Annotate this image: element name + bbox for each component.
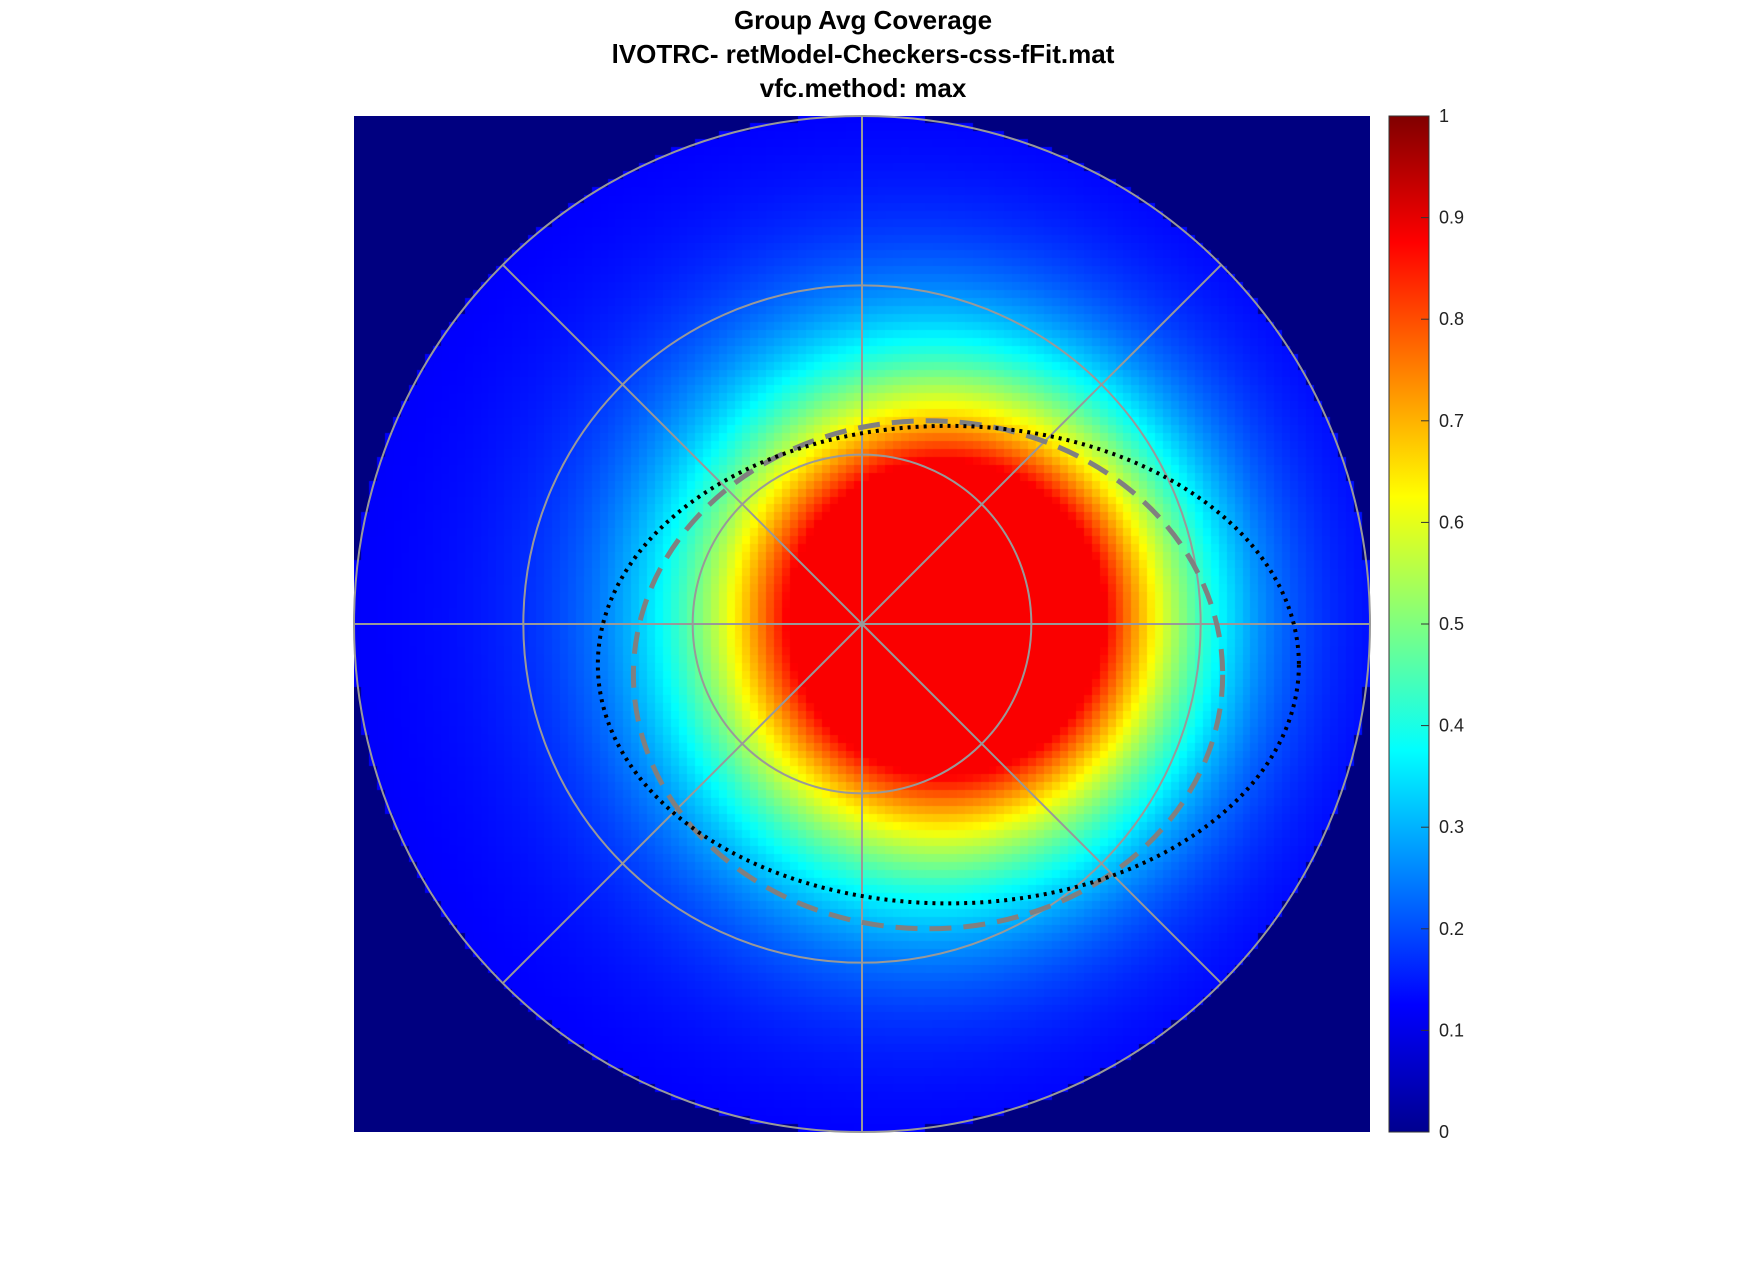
colorbar-tick-label: 0.3: [1439, 817, 1464, 837]
colorbar-tick-label: 0.5: [1439, 614, 1464, 634]
colorbar-ticks: 0 0.1 0.2 0.3 0.4 0.5 0.6 0.7 0.8 0.9 1: [1421, 106, 1464, 1142]
contour-dashed: [630, 418, 1226, 932]
coverage-map: [353, 115, 1371, 1133]
colorbar-tick-label: 0.7: [1439, 411, 1464, 431]
colorbar-tick-label: 0.8: [1439, 309, 1464, 329]
contours: [595, 418, 1301, 932]
grid-spoke-135: [502, 264, 863, 625]
chart-title: Group Avg Coverage lVOTRC- retModel-Chec…: [612, 5, 1115, 103]
grid-spoke-315: [861, 623, 1222, 984]
grid-spoke-225: [502, 623, 863, 984]
contour-dotted: [595, 423, 1301, 906]
title-line-2: lVOTRC- retModel-Checkers-css-fFit.mat: [612, 39, 1115, 69]
polar-grid: [353, 115, 1371, 1133]
colorbar-tick-label: 0.6: [1439, 512, 1464, 532]
colorbar-tick-label: 1: [1439, 106, 1449, 126]
colorbar-tick-label: 0.1: [1439, 1020, 1464, 1040]
colorbar-tick-label: 0.4: [1439, 716, 1464, 736]
colorbar-tick-label: 0: [1439, 1122, 1449, 1142]
colorbar-tick-label: 0.2: [1439, 919, 1464, 939]
colorbar: 0 0.1 0.2 0.3 0.4 0.5 0.6 0.7 0.8 0.9 1: [1388, 106, 1464, 1142]
title-line-3: vfc.method: max: [760, 73, 967, 103]
title-line-1: Group Avg Coverage: [734, 5, 992, 35]
grid-spoke-45: [861, 264, 1222, 625]
colorbar-tick-label: 0.9: [1439, 208, 1464, 228]
